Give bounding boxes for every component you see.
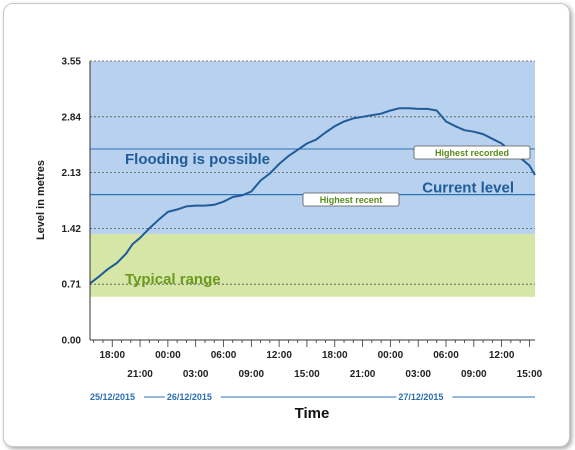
current-level-label: Current level bbox=[422, 180, 514, 197]
x-tick-label-lower: 09:00 bbox=[461, 369, 487, 380]
y-tick-label: 1.42 bbox=[62, 224, 82, 235]
y-tick-label: 0.71 bbox=[62, 280, 82, 291]
chart-card: 0.00 0.71 1.42 2.13 2.84 3.55 18:00 00:00 06:00 1… bbox=[3, 3, 570, 447]
x-tick-label-upper: 18:00 bbox=[322, 350, 348, 361]
x-tick-label-upper: 06:00 bbox=[211, 350, 237, 361]
date-label: 25/12/2015 bbox=[90, 392, 135, 402]
x-tick-label-upper: 18:00 bbox=[99, 350, 125, 361]
highest-recorded-label-text: Highest recorded bbox=[435, 148, 509, 158]
y-axis-label: Level in metres bbox=[35, 160, 47, 240]
x-tick-label-lower: 15:00 bbox=[294, 369, 320, 380]
date-label: 27/12/2015 bbox=[398, 392, 443, 402]
x-tick-label-upper: 12:00 bbox=[489, 350, 515, 361]
band-label-typical-range: Typical range bbox=[125, 271, 221, 288]
y-tick-label: 2.84 bbox=[62, 112, 82, 123]
chart-labels: 0.00 0.71 1.42 2.13 2.84 3.55 18:00 00:00 06:00 1… bbox=[62, 57, 543, 403]
x-tick-label-upper: 06:00 bbox=[433, 350, 459, 361]
y-tick-label: 3.55 bbox=[62, 57, 82, 68]
x-tick-label-upper: 12:00 bbox=[266, 350, 292, 361]
x-tick-label-upper: 00:00 bbox=[378, 350, 404, 361]
series-group bbox=[89, 107, 536, 285]
y-tick-label: 0.00 bbox=[62, 336, 82, 347]
date-label: 26/12/2015 bbox=[167, 392, 212, 402]
water-level-chart: 0.00 0.71 1.42 2.13 2.84 3.55 18:00 00:00 06:00 1… bbox=[35, 57, 543, 423]
highest-recorded-label-box bbox=[413, 145, 531, 160]
x-axis-label: Time bbox=[295, 405, 330, 422]
highest-recent-label-box bbox=[302, 192, 400, 207]
x-tick-label-lower: 15:00 bbox=[517, 369, 543, 380]
x-tick-label-upper: 00:00 bbox=[155, 350, 181, 361]
x-tick-label-lower: 21:00 bbox=[350, 369, 376, 380]
band-label-flooding: Flooding is possible bbox=[125, 151, 270, 168]
band-0 bbox=[90, 233, 535, 297]
x-tick-label-lower: 21:00 bbox=[127, 369, 153, 380]
x-tick-label-lower: 03:00 bbox=[183, 369, 209, 380]
series-line-0 bbox=[89, 107, 536, 285]
x-tick-label-lower: 03:00 bbox=[405, 369, 431, 380]
y-tick-label: 2.13 bbox=[62, 168, 82, 179]
highest-recent-label-text: Highest recent bbox=[320, 195, 383, 205]
axes bbox=[89, 61, 535, 347]
x-tick-label-lower: 09:00 bbox=[239, 369, 265, 380]
